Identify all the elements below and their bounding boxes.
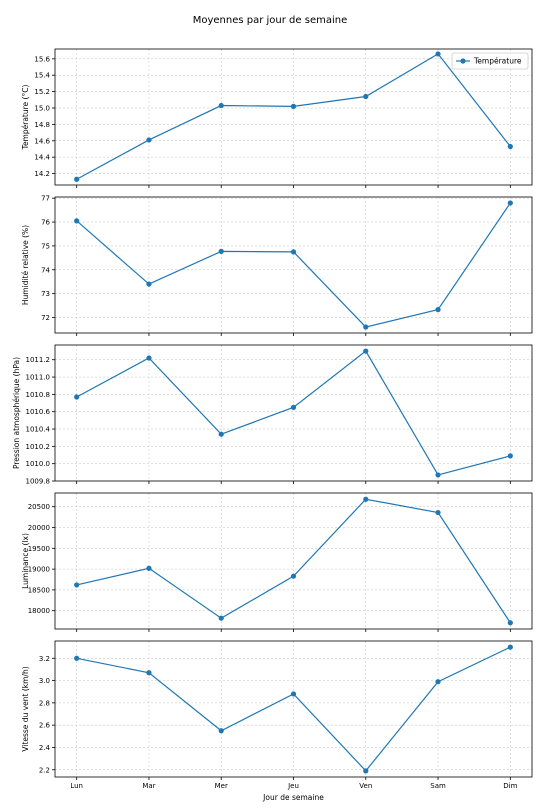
- y-axis-label: Luminance (lx): [21, 533, 30, 589]
- y-tick-label: 3.0: [39, 677, 50, 685]
- y-tick-label: 73: [41, 290, 50, 298]
- subplot-4: 18000 18500 19000 19500 20000 20500 Luminance …: [21, 492, 533, 632]
- subplots: 14.2 14.4 14.6 14.8 15.0 15.2 15.4 15.6 Températ…: [12, 48, 533, 790]
- y-tick-label: 2.8: [39, 699, 50, 707]
- data-point: [146, 565, 152, 571]
- y-tick-label: 15.2: [34, 88, 50, 96]
- y-tick-label: 1009.8: [26, 478, 51, 486]
- legend-box: [451, 52, 529, 70]
- x-tick-label: Mer: [215, 782, 228, 790]
- data-point: [507, 143, 513, 150]
- data-point: [507, 620, 513, 626]
- y-tick-label: 18000: [28, 607, 50, 615]
- subplot-5: 2.2 2.4 2.6 2.8 3.0 3.2 Lun Mar Mer Jeu Ven Sam Dim V…: [21, 640, 533, 790]
- data-point: [363, 496, 369, 502]
- chart-title: Moyennes par jour de semaine: [193, 15, 348, 26]
- data-point: [363, 93, 369, 100]
- data-point: [146, 137, 152, 143]
- y-tick-label: 72: [41, 314, 50, 322]
- series-line: [76, 53, 511, 180]
- legend-marker: [460, 58, 466, 64]
- x-tick-label: Ven: [359, 782, 372, 790]
- y-tick-label: 20000: [28, 524, 50, 532]
- data-point: [290, 404, 297, 410]
- y-tick-label: 15.0: [34, 104, 50, 112]
- y-tick-label: 1010.4: [26, 426, 51, 434]
- data-point: [363, 324, 369, 330]
- y-tick-label: 1010.0: [26, 460, 51, 468]
- y-axis-label: Humidité relative (%): [21, 225, 30, 305]
- data-point: [435, 509, 441, 516]
- y-tick-label: 77: [41, 195, 50, 203]
- y-tick-label: 2.6: [39, 722, 51, 730]
- x-tick-label: Jeu: [287, 782, 299, 790]
- y-tick-label: 1010.8: [26, 391, 51, 399]
- data-point: [435, 307, 441, 313]
- subplot-3: 1009.8 1010.0 1010.2 1010.4 1010.6 1010.8 1011…: [12, 344, 533, 486]
- y-tick-label: 1010.2: [26, 443, 51, 451]
- data-point: [146, 670, 152, 676]
- data-point: [74, 655, 80, 661]
- x-tick-label: Lun: [70, 782, 83, 790]
- y-tick-label: 3.2: [39, 655, 50, 663]
- y-tick-label: 19500: [28, 545, 50, 553]
- y-axis-label: Vitesse du vent (km/h): [21, 666, 30, 751]
- data-point: [435, 472, 441, 478]
- x-tick-label: Dim: [503, 782, 517, 790]
- data-point: [290, 691, 297, 697]
- y-axis-label: Température (°C): [21, 85, 30, 151]
- y-tick-label: 1011.2: [26, 356, 51, 364]
- data-point: [290, 103, 297, 109]
- data-point: [435, 51, 441, 57]
- y-tick-label: 14.8: [34, 121, 50, 129]
- data-point: [146, 355, 152, 361]
- y-tick-label: 75: [41, 242, 50, 250]
- data-point: [218, 615, 224, 621]
- y-tick-label: 14.6: [34, 137, 50, 145]
- data-point: [218, 248, 224, 254]
- data-point: [507, 200, 513, 206]
- data-point: [435, 679, 441, 685]
- y-tick-label: 1010.6: [26, 408, 51, 416]
- y-tick-label: 2.4: [39, 744, 51, 752]
- data-point: [218, 728, 224, 734]
- y-tick-label: 15.6: [34, 55, 50, 63]
- data-point: [290, 573, 297, 579]
- legend: Température: [451, 52, 529, 70]
- y-tick-label: 19000: [28, 566, 50, 574]
- y-tick-label: 1011.0: [26, 374, 51, 382]
- data-point: [74, 394, 80, 400]
- x-axis-label: Jour de semaine: [262, 793, 324, 802]
- data-point: [363, 768, 369, 774]
- x-tick-label: Mar: [142, 782, 155, 790]
- data-point: [363, 348, 369, 354]
- data-point: [74, 176, 80, 182]
- data-point: [290, 249, 297, 255]
- data-point: [74, 582, 80, 588]
- data-point: [507, 453, 513, 459]
- legend-label: Température: [473, 57, 522, 66]
- y-tick-label: 20500: [28, 503, 50, 511]
- x-tick-label: Sam: [430, 782, 446, 790]
- data-point: [218, 102, 224, 109]
- subplot-2: 72 73 74 75 76 77 Humidité relative (%): [21, 195, 533, 336]
- y-tick-label: 15.4: [34, 72, 50, 80]
- y-tick-label: 14.2: [34, 170, 50, 178]
- data-point: [146, 281, 152, 287]
- y-tick-label: 14.4: [34, 154, 50, 162]
- data-point: [218, 431, 224, 437]
- y-tick-label: 76: [41, 219, 50, 227]
- data-point: [74, 218, 80, 224]
- data-point: [507, 644, 513, 650]
- y-tick-label: 74: [41, 266, 50, 274]
- y-tick-label: 2.2: [39, 766, 50, 774]
- subplot-1: 14.2 14.4 14.6 14.8 15.0 15.2 15.4 15.6 Températ…: [21, 48, 533, 188]
- y-tick-label: 18500: [28, 586, 50, 594]
- y-axis-label: Pression atmosphérique (hPa): [12, 357, 21, 469]
